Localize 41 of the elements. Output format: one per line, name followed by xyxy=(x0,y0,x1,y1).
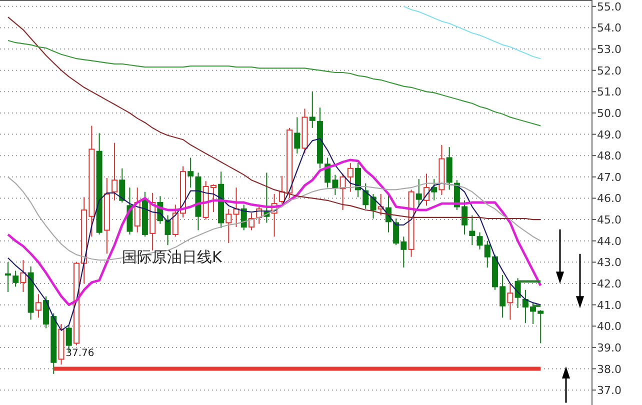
y-tick-label: 50.0 xyxy=(597,106,622,120)
y-tick-label: 37.0 xyxy=(597,384,622,398)
candlestick xyxy=(112,142,118,201)
y-tick-label: 43.0 xyxy=(597,256,622,270)
candlestick xyxy=(119,168,126,203)
candlestick xyxy=(416,178,422,208)
y-tick-label: 51.0 xyxy=(597,86,622,99)
candlestick xyxy=(469,214,476,246)
text: 国际原油日线K xyxy=(122,248,223,266)
candlestick xyxy=(355,162,362,198)
candlestick xyxy=(309,91,316,128)
candlestick xyxy=(20,260,26,293)
candlestick xyxy=(188,157,194,188)
candlestick xyxy=(4,262,11,293)
y-tick-label: 47.0 xyxy=(597,170,622,184)
y-tick-label: 38.0 xyxy=(597,362,622,376)
y-tick-label: 48.0 xyxy=(597,150,622,163)
y-tick-label: 39.0 xyxy=(597,341,622,354)
y-tick-label: 49.0 xyxy=(597,128,622,142)
line-series xyxy=(403,6,542,60)
line-series xyxy=(7,40,542,126)
y-tick-label: 55.0 xyxy=(597,0,622,14)
line-series xyxy=(6,158,542,306)
candlestick xyxy=(35,294,42,318)
annotation: 37.76 xyxy=(66,348,94,359)
y-tick-label: 42.0 xyxy=(597,278,622,290)
candlestick xyxy=(431,178,438,201)
candlestick xyxy=(226,208,232,244)
candlestick xyxy=(164,214,171,246)
y-tick-label: 53.0 xyxy=(597,43,622,56)
line-series xyxy=(7,138,542,331)
y-tick-label: 41.0 xyxy=(597,298,622,312)
y-tick-label: 46.0 xyxy=(597,192,622,206)
candlestick xyxy=(12,270,19,288)
y-tick-label: 54.0 xyxy=(597,22,622,35)
y-tick-label: 52.0 xyxy=(597,64,622,78)
y-tick-label: 44.0 xyxy=(597,234,622,248)
candlestick xyxy=(294,116,300,154)
y-tick-label: 40.0 xyxy=(597,320,622,334)
y-tick-label: 45.0 xyxy=(597,214,622,227)
candlestick xyxy=(507,283,514,320)
